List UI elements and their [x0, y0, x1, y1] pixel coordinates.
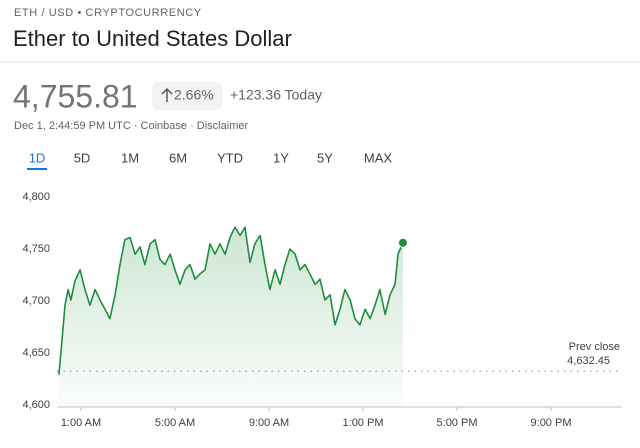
price: 4,755.81 [13, 78, 138, 114]
last-price-dot [397, 237, 408, 248]
breadcrumb: ETH / USD • CRYPTOCURRENCY [14, 7, 202, 19]
y-tick-label: 4,700 [22, 295, 50, 307]
range-tab[interactable]: 1M [121, 150, 139, 165]
range-tab[interactable]: 6M [169, 150, 187, 165]
range-tab[interactable]: 1D [29, 150, 46, 165]
active-tab-underline [27, 168, 47, 170]
x-tick-label: 9:00 PM [531, 417, 572, 429]
x-tick-label: 9:00 AM [249, 417, 289, 429]
y-tick-label: 4,600 [22, 399, 50, 411]
range-tab[interactable]: 5Y [317, 150, 333, 165]
x-tick-label: 5:00 PM [437, 417, 478, 429]
x-tick-label: 1:00 PM [343, 417, 384, 429]
page-title: Ether to United States Dollar [13, 26, 292, 51]
range-tab[interactable]: MAX [364, 150, 393, 165]
price-line [58, 226, 404, 375]
range-tabs: 1D 5D 1M 6M YTD 1Y 5Y MAX [27, 150, 392, 170]
y-tick-label: 4,750 [22, 243, 50, 255]
prev-close-label: Prev close [569, 341, 620, 353]
x-tick-label: 5:00 AM [155, 417, 195, 429]
range-tab[interactable]: 5D [74, 150, 91, 165]
area [58, 227, 403, 405]
y-tick-label: 4,650 [22, 347, 50, 359]
y-tick-label: 4,800 [22, 191, 50, 203]
x-tick-label: 1:00 AM [61, 417, 101, 429]
change-percent: 2.66% [174, 87, 214, 103]
plot: 4,600 4,650 4,700 4,750 4,800 1:00 AM 5:00 AM 9… [22, 191, 622, 429]
range-tab[interactable]: YTD [217, 150, 243, 165]
change-today: +123.36 Today [230, 87, 322, 103]
timestamp: Dec 1, 2:44:59 PM UTC · Coinbase · Discl… [14, 120, 248, 132]
prev-close-value: 4,632.45 [567, 355, 610, 367]
change-badge [152, 82, 222, 110]
range-tab[interactable]: 1Y [273, 150, 289, 165]
up-arrow-icon [161, 87, 173, 102]
